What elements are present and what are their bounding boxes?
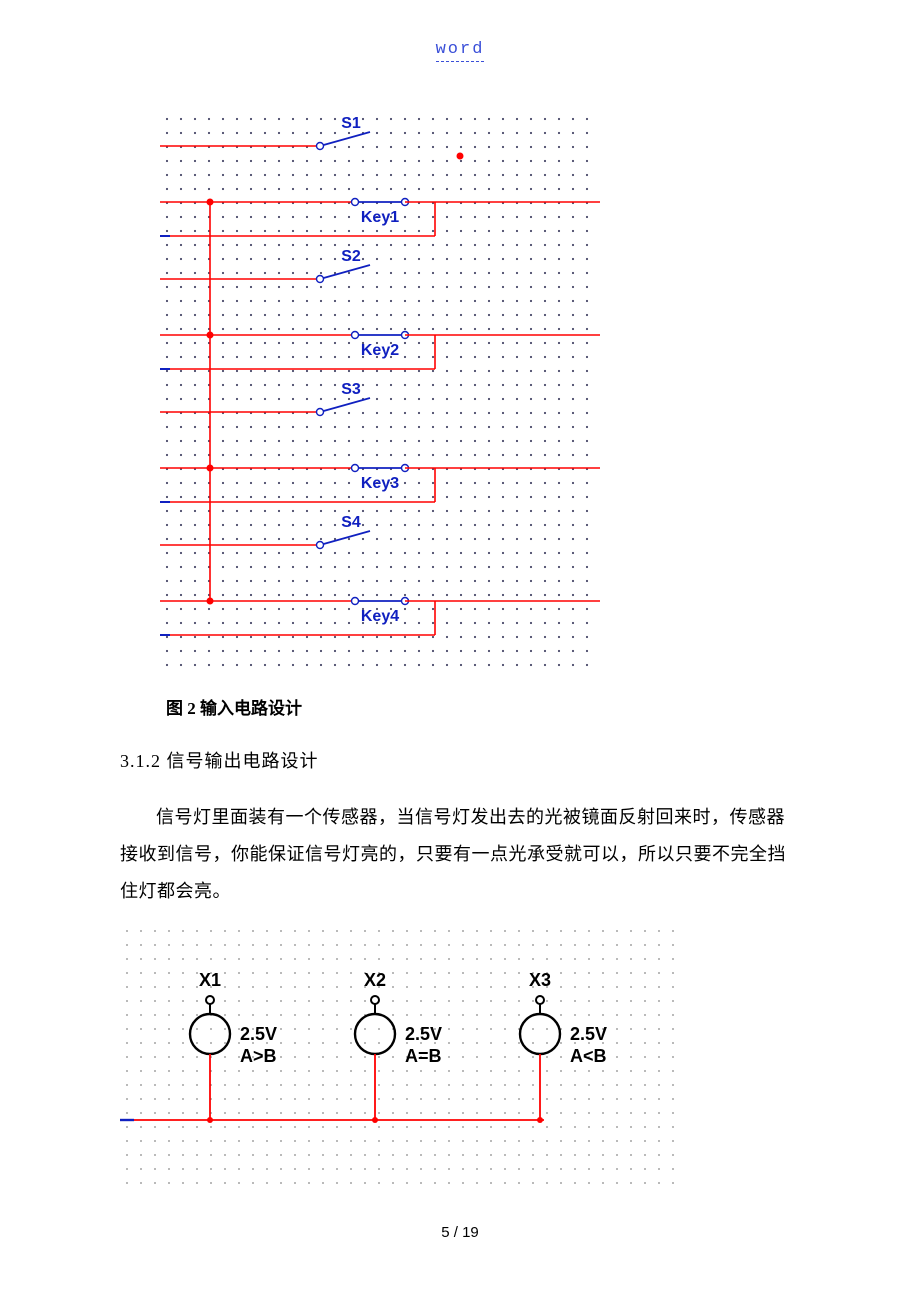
svg-text:Key2: Key2 xyxy=(361,342,399,359)
svg-text:S3: S3 xyxy=(341,381,361,398)
page-current: 5 xyxy=(441,1224,449,1241)
figure-caption-2: 图 2 输入电路设计 xyxy=(166,694,800,719)
svg-text:S1: S1 xyxy=(341,115,361,132)
svg-text:2.5V: 2.5V xyxy=(570,1024,607,1044)
svg-text:A=B: A=B xyxy=(405,1046,442,1066)
page-sep: / xyxy=(450,1224,463,1241)
svg-text:A>B: A>B xyxy=(240,1046,277,1066)
section-heading-312: 3.1.2 信号输出电路设计 xyxy=(120,747,800,773)
svg-text:X1: X1 xyxy=(199,970,221,990)
svg-text:X3: X3 xyxy=(529,970,551,990)
svg-text:2.5V: 2.5V xyxy=(405,1024,442,1044)
page-total: 19 xyxy=(462,1224,479,1241)
diagram-output-circuit: X12.5VA>BX22.5VA=BX32.5VA<B xyxy=(120,924,800,1184)
svg-text:Key4: Key4 xyxy=(361,608,399,625)
svg-text:A<B: A<B xyxy=(570,1046,607,1066)
svg-text:S2: S2 xyxy=(341,248,361,265)
page-footer: 5 / 19 xyxy=(0,1224,920,1241)
svg-text:S4: S4 xyxy=(341,514,361,531)
svg-text:Key3: Key3 xyxy=(361,475,399,492)
header-word-link: word xyxy=(436,40,485,62)
svg-text:X2: X2 xyxy=(364,970,386,990)
svg-text:2.5V: 2.5V xyxy=(240,1024,277,1044)
body-paragraph: 信号灯里面装有一个传感器，当信号灯发出去的光被镜面反射回来时，传感器接收到信号，… xyxy=(120,799,800,910)
diagram-input-circuit: S1 Key1 S2 Key2 S3 Key3 S4 Key4 xyxy=(160,112,800,672)
svg-text:Key1: Key1 xyxy=(361,209,399,226)
